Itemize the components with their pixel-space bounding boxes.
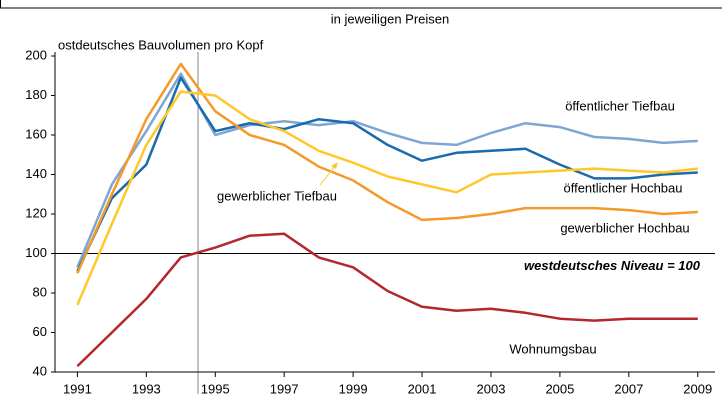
x-tick-label: 2001 bbox=[408, 381, 437, 396]
series-line bbox=[76, 72, 698, 268]
y-axis-label: ostdeutsches Bauvolumen pro Kopf bbox=[58, 37, 264, 52]
y-tick-label: 140 bbox=[25, 166, 47, 181]
reference-label: westdeutsches Niveau = 100 bbox=[524, 258, 701, 273]
y-tick-label: 80 bbox=[33, 284, 47, 299]
series-label: gewerblicher Hochbau bbox=[560, 220, 689, 235]
annotation-arrow bbox=[319, 164, 337, 186]
x-tick-label: 1991 bbox=[63, 381, 92, 396]
subtitle: in jeweiligen Preisen bbox=[331, 11, 450, 26]
series-line bbox=[76, 76, 698, 272]
x-tick-label: 1995 bbox=[201, 381, 230, 396]
series-line bbox=[76, 62, 698, 274]
y-tick-label: 180 bbox=[25, 87, 47, 102]
arrow-head bbox=[331, 162, 338, 169]
y-tick-label: 100 bbox=[25, 245, 47, 260]
series-label: Wohnumgsbau bbox=[509, 341, 596, 356]
x-tick-label: 2007 bbox=[614, 381, 643, 396]
y-tick-label: 160 bbox=[25, 126, 47, 141]
series-label: öffentlicher Tiefbau bbox=[565, 98, 675, 113]
series-line bbox=[76, 232, 698, 367]
y-tick-label: 60 bbox=[33, 324, 47, 339]
y-tick-label: 200 bbox=[25, 47, 47, 62]
x-tick-label: 1993 bbox=[132, 381, 161, 396]
x-tick-label: 2003 bbox=[477, 381, 506, 396]
y-tick-label: 40 bbox=[33, 363, 47, 378]
x-tick-label: 2009 bbox=[683, 381, 712, 396]
y-tick-label: 120 bbox=[25, 205, 47, 220]
x-tick-label: 1997 bbox=[270, 381, 299, 396]
x-tick-label: 2005 bbox=[545, 381, 574, 396]
series-label: öffentlicher Hochbau bbox=[563, 180, 682, 195]
x-tick-label: 1999 bbox=[339, 381, 368, 396]
series-line bbox=[76, 90, 698, 306]
series-label: gewerblicher Tiefbau bbox=[217, 188, 337, 203]
